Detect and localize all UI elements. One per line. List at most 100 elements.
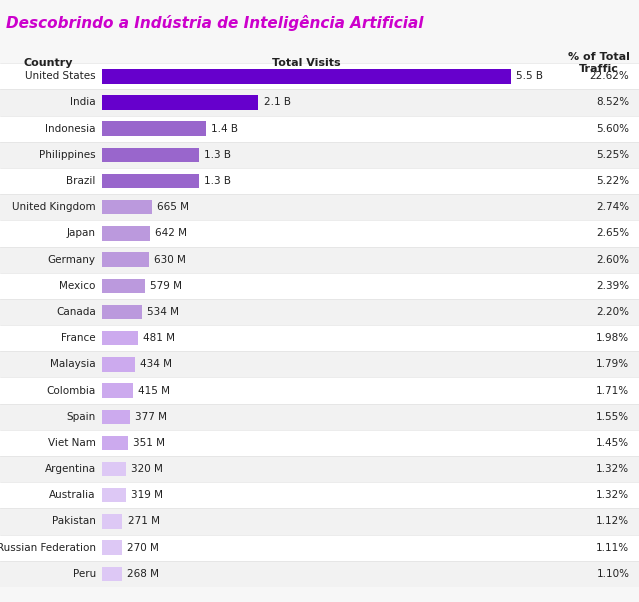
- Bar: [0, 63, 639, 90]
- Text: Pakistan: Pakistan: [52, 517, 96, 527]
- Bar: [0, 194, 639, 220]
- Text: 415 M: 415 M: [138, 385, 170, 396]
- Bar: [0, 508, 639, 535]
- Text: 642 M: 642 M: [155, 228, 187, 238]
- Text: Viet Nam: Viet Nam: [48, 438, 96, 448]
- Text: 1.45%: 1.45%: [596, 438, 629, 448]
- Text: 319 M: 319 M: [131, 490, 163, 500]
- Text: 5.22%: 5.22%: [596, 176, 629, 186]
- Bar: [102, 357, 135, 371]
- Text: 1.79%: 1.79%: [596, 359, 629, 370]
- Text: Indonesia: Indonesia: [45, 123, 96, 134]
- Text: Mexico: Mexico: [59, 281, 96, 291]
- Text: Country: Country: [23, 58, 73, 68]
- Text: 2.20%: 2.20%: [596, 307, 629, 317]
- Bar: [102, 122, 206, 136]
- Bar: [0, 220, 639, 247]
- Text: 5.60%: 5.60%: [596, 123, 629, 134]
- Text: 534 M: 534 M: [147, 307, 179, 317]
- Bar: [0, 456, 639, 482]
- Text: India: India: [70, 98, 96, 108]
- Bar: [102, 147, 199, 162]
- Bar: [102, 409, 130, 424]
- Text: 5.5 B: 5.5 B: [516, 71, 543, 81]
- Bar: [0, 116, 639, 142]
- Text: 1.12%: 1.12%: [596, 517, 629, 527]
- Text: 579 M: 579 M: [150, 281, 182, 291]
- Text: 5.25%: 5.25%: [596, 150, 629, 160]
- Bar: [102, 252, 149, 267]
- Text: Colombia: Colombia: [47, 385, 96, 396]
- Bar: [0, 168, 639, 194]
- Text: Descobrindo a Indústria de Inteligência Artificial: Descobrindo a Indústria de Inteligência …: [6, 15, 424, 31]
- Bar: [0, 430, 639, 456]
- Bar: [0, 89, 639, 116]
- Text: United Kingdom: United Kingdom: [12, 202, 96, 213]
- Text: 271 M: 271 M: [128, 517, 160, 527]
- Bar: [0, 273, 639, 299]
- Bar: [102, 436, 128, 450]
- Text: Brazil: Brazil: [66, 176, 96, 186]
- Bar: [0, 352, 639, 377]
- Bar: [0, 299, 639, 325]
- Text: 320 M: 320 M: [131, 464, 163, 474]
- Text: Argentina: Argentina: [45, 464, 96, 474]
- Text: 268 M: 268 M: [127, 569, 159, 579]
- Text: United States: United States: [25, 71, 96, 81]
- Bar: [102, 566, 122, 581]
- Text: 1.71%: 1.71%: [596, 385, 629, 396]
- Text: 1.32%: 1.32%: [596, 490, 629, 500]
- Text: 8.52%: 8.52%: [596, 98, 629, 108]
- Bar: [0, 377, 639, 404]
- Bar: [102, 174, 199, 188]
- Text: 2.60%: 2.60%: [596, 255, 629, 265]
- Bar: [102, 69, 511, 84]
- Bar: [102, 95, 258, 110]
- Text: 1.11%: 1.11%: [596, 542, 629, 553]
- Text: 2.65%: 2.65%: [596, 228, 629, 238]
- Text: 2.74%: 2.74%: [596, 202, 629, 213]
- Bar: [102, 305, 142, 319]
- Text: Australia: Australia: [49, 490, 96, 500]
- Text: France: France: [61, 333, 96, 343]
- Bar: [0, 325, 639, 351]
- Text: 665 M: 665 M: [157, 202, 189, 213]
- Bar: [0, 535, 639, 561]
- Bar: [102, 200, 151, 214]
- Text: 1.55%: 1.55%: [596, 412, 629, 422]
- Bar: [0, 247, 639, 273]
- Text: 1.3 B: 1.3 B: [204, 150, 231, 160]
- Text: Total Visits: Total Visits: [272, 58, 341, 68]
- Bar: [102, 488, 126, 503]
- Bar: [102, 331, 138, 346]
- Text: Peru: Peru: [73, 569, 96, 579]
- Bar: [0, 142, 639, 168]
- Bar: [102, 514, 123, 529]
- Bar: [102, 279, 145, 293]
- Bar: [102, 462, 126, 476]
- Bar: [0, 561, 639, 587]
- Text: % of Total
Traffic: % of Total Traffic: [567, 52, 629, 74]
- Text: 1.3 B: 1.3 B: [204, 176, 231, 186]
- Text: 2.1 B: 2.1 B: [263, 98, 291, 108]
- Text: 2.39%: 2.39%: [596, 281, 629, 291]
- Bar: [102, 541, 122, 555]
- Text: Malaysia: Malaysia: [50, 359, 96, 370]
- Text: Germany: Germany: [48, 255, 96, 265]
- Bar: [0, 404, 639, 430]
- Text: Japan: Japan: [67, 228, 96, 238]
- Bar: [102, 226, 150, 241]
- Text: Philippines: Philippines: [39, 150, 96, 160]
- Text: 351 M: 351 M: [134, 438, 166, 448]
- Text: 270 M: 270 M: [127, 542, 159, 553]
- Text: 377 M: 377 M: [135, 412, 167, 422]
- Text: 630 M: 630 M: [154, 255, 186, 265]
- Text: 1.32%: 1.32%: [596, 464, 629, 474]
- Text: Spain: Spain: [66, 412, 96, 422]
- Bar: [0, 482, 639, 508]
- Text: Russian Federation: Russian Federation: [0, 542, 96, 553]
- Text: 22.62%: 22.62%: [590, 71, 629, 81]
- Bar: [102, 383, 133, 398]
- Text: Canada: Canada: [56, 307, 96, 317]
- Text: 481 M: 481 M: [143, 333, 175, 343]
